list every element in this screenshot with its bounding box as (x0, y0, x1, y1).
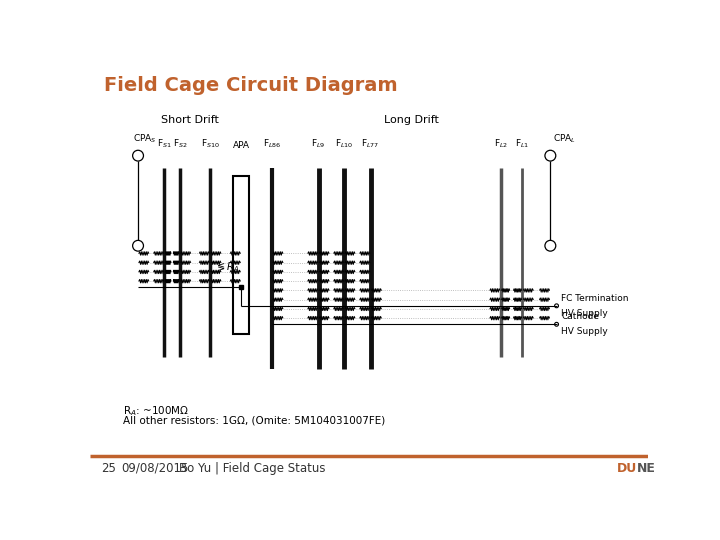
Text: FC Termination: FC Termination (561, 294, 629, 303)
Text: F$_{L77}$: F$_{L77}$ (361, 137, 379, 150)
Text: Short Drift: Short Drift (161, 115, 219, 125)
Text: F$_{L1}$: F$_{L1}$ (516, 137, 530, 150)
Text: HV Supply: HV Supply (561, 309, 608, 318)
Text: $\lessgtr R_A$: $\lessgtr R_A$ (215, 260, 240, 274)
Text: APA: APA (233, 140, 250, 150)
Text: CPA$_L$: CPA$_L$ (554, 132, 577, 145)
Text: Cathode: Cathode (561, 312, 599, 321)
Bar (233, 177, 249, 334)
Text: CPA$_S$: CPA$_S$ (133, 132, 157, 145)
Text: 09/08/2015: 09/08/2015 (121, 462, 189, 475)
Text: F$_{S1}$: F$_{S1}$ (157, 137, 172, 150)
Text: DU: DU (617, 462, 637, 475)
Text: 25: 25 (102, 462, 117, 475)
Text: HV Supply: HV Supply (561, 327, 608, 336)
Text: NE: NE (637, 462, 656, 475)
Text: Field Cage Circuit Diagram: Field Cage Circuit Diagram (104, 76, 397, 96)
Text: Bo Yu | Field Cage Status: Bo Yu | Field Cage Status (179, 462, 325, 475)
Text: F$_{L86}$: F$_{L86}$ (263, 137, 282, 150)
Text: F$_{L9}$: F$_{L9}$ (312, 137, 326, 150)
Text: All other resistors: 1GΩ, (Omite: 5M104031007FE): All other resistors: 1GΩ, (Omite: 5M1040… (122, 416, 384, 426)
Text: F$_{L10}$: F$_{L10}$ (335, 137, 354, 150)
Text: Long Drift: Long Drift (384, 115, 438, 125)
Text: F$_{S2}$: F$_{S2}$ (173, 137, 187, 150)
Text: F$_{S10}$: F$_{S10}$ (201, 137, 220, 150)
Text: R$_A$: ~100MΩ: R$_A$: ~100MΩ (122, 404, 189, 418)
Text: F$_{L2}$: F$_{L2}$ (494, 137, 508, 150)
